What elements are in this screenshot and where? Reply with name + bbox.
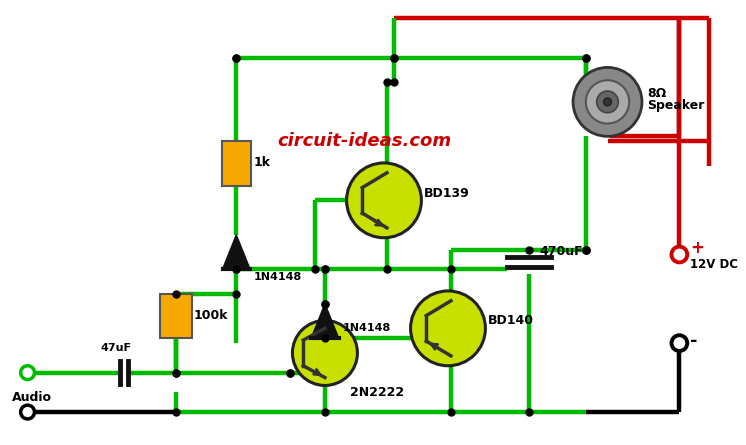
Text: 470uF: 470uF (539, 245, 583, 258)
Circle shape (671, 247, 687, 263)
Polygon shape (311, 304, 339, 338)
Text: 2N2222: 2N2222 (350, 386, 404, 399)
Bar (222, 141, 251, 186)
Bar (160, 294, 192, 338)
Circle shape (671, 335, 687, 351)
Text: circuit-ideas.com: circuit-ideas.com (278, 132, 451, 150)
Circle shape (604, 98, 612, 106)
Text: 1k: 1k (254, 157, 271, 170)
Text: 1N4148: 1N4148 (254, 272, 302, 282)
Text: +: + (690, 239, 704, 257)
Circle shape (292, 320, 357, 385)
Text: -: - (690, 332, 698, 350)
Text: 1N4148: 1N4148 (342, 324, 391, 333)
Text: 100k: 100k (194, 309, 228, 322)
Circle shape (21, 405, 34, 419)
Circle shape (586, 80, 629, 124)
Text: 8Ω: 8Ω (647, 86, 666, 100)
Text: 47uF: 47uF (101, 343, 132, 353)
Polygon shape (222, 235, 250, 269)
Text: BD139: BD139 (424, 187, 470, 200)
Text: 12V DC: 12V DC (690, 258, 739, 271)
Circle shape (410, 291, 486, 366)
Circle shape (347, 163, 421, 238)
Text: BD140: BD140 (489, 314, 534, 327)
Circle shape (573, 68, 642, 136)
Circle shape (597, 91, 618, 113)
Text: Speaker: Speaker (647, 99, 704, 112)
Circle shape (21, 366, 34, 380)
Text: Audio: Audio (12, 391, 51, 404)
